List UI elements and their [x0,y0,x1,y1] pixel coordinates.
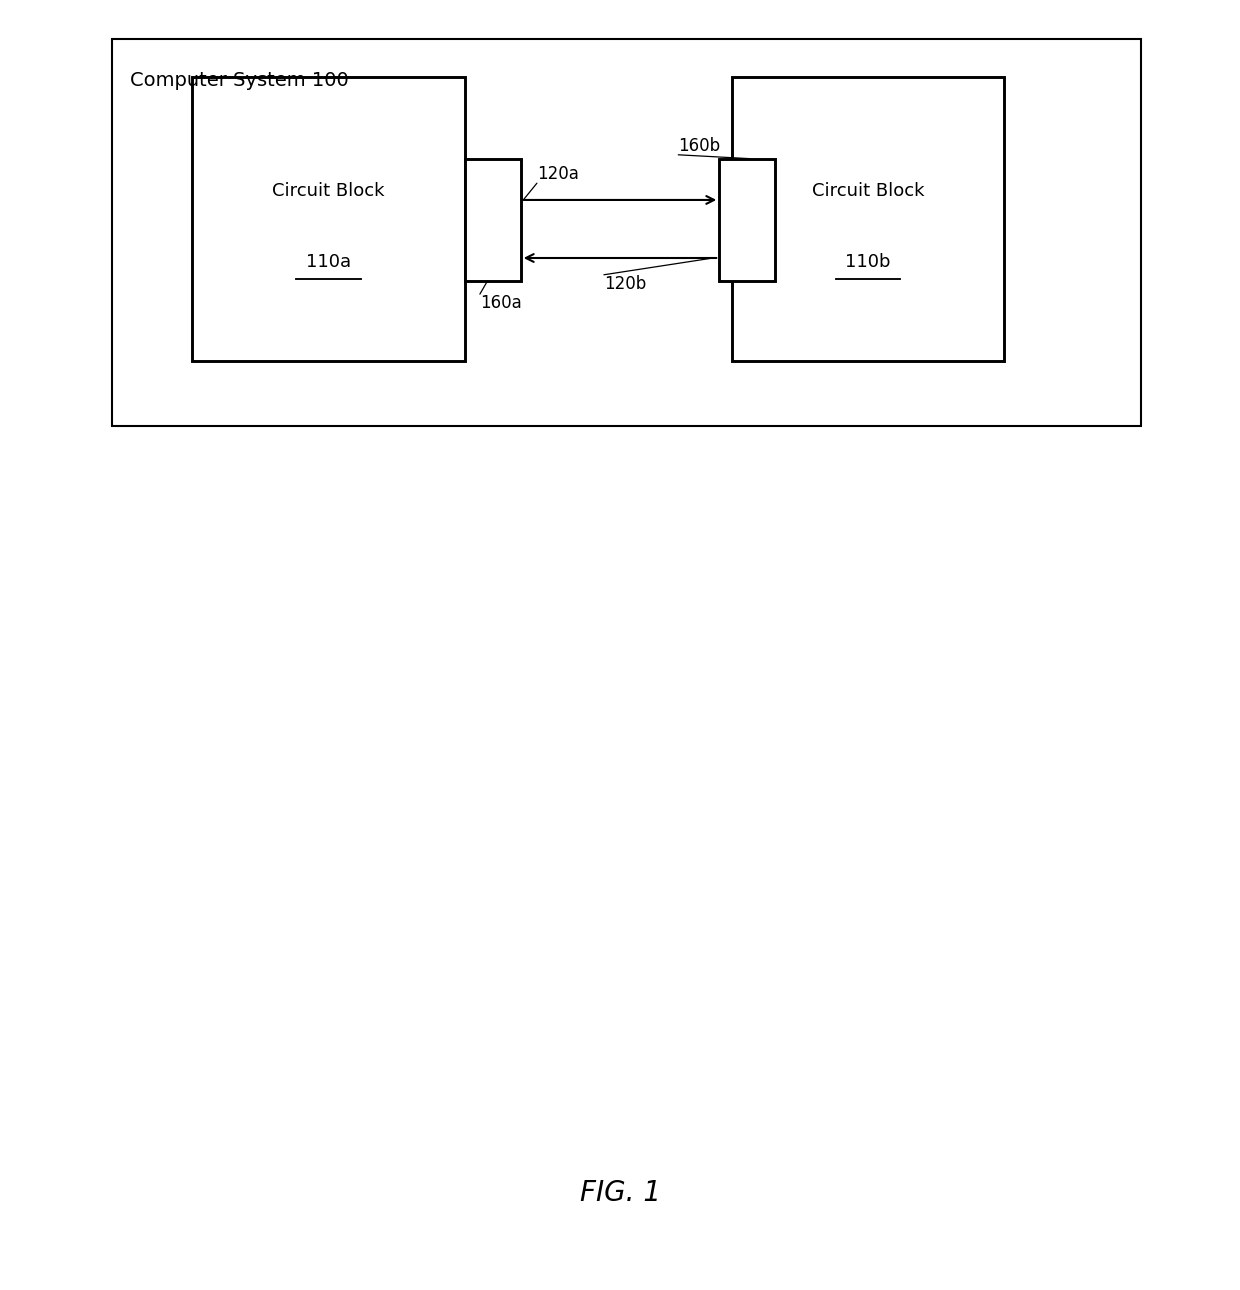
Text: 110b: 110b [846,253,890,271]
Text: 110a: 110a [306,253,351,271]
Text: Computer System 100: Computer System 100 [130,71,348,90]
Bar [732,77,1004,361]
Text: 160a: 160a [480,294,522,312]
Bar [192,77,465,361]
Text: Circuit Block: Circuit Block [812,182,924,200]
Text: 120a: 120a [537,165,579,183]
Bar [465,159,521,281]
Bar [112,39,1141,426]
Text: 120b: 120b [604,275,646,293]
Text: FIG. 1: FIG. 1 [579,1179,661,1207]
Bar [719,159,775,281]
Text: Circuit Block: Circuit Block [273,182,384,200]
Text: 160b: 160b [678,137,720,155]
